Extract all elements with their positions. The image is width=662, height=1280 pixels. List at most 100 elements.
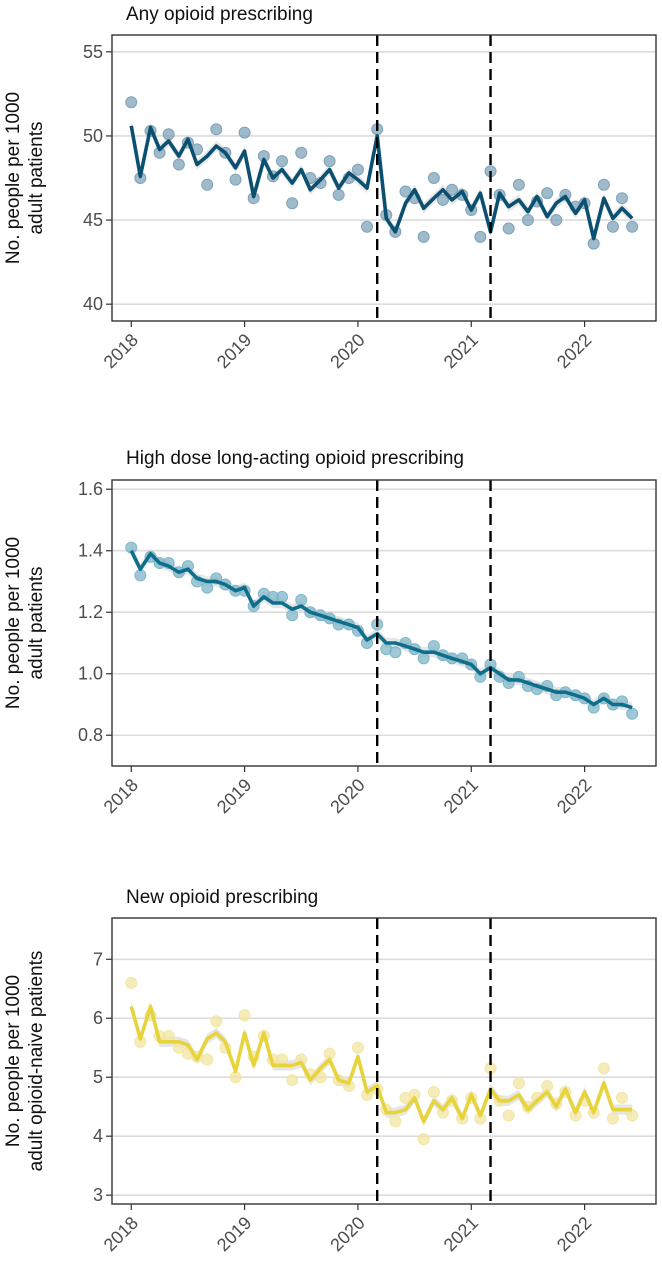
- data-point: [295, 146, 308, 159]
- data-point: [512, 178, 525, 191]
- data-point: [417, 230, 430, 243]
- x-tick-label: 2022: [553, 775, 595, 817]
- data-point: [162, 1029, 175, 1042]
- data-point: [427, 172, 440, 184]
- x-tick-label: 2018: [100, 330, 142, 372]
- y-tick-label: 55: [83, 42, 103, 62]
- y-axis-label-line: No. people per 1000: [3, 975, 24, 1147]
- x-tick-label: 2020: [326, 1213, 368, 1255]
- data-point: [521, 214, 534, 227]
- data-point: [172, 158, 185, 171]
- data-point: [389, 1115, 402, 1128]
- data-point: [541, 1080, 554, 1093]
- panel-title: High dose long-acting opioid prescribing: [126, 448, 464, 469]
- y-axis-label: No. people per 1000 adult opioid-naive pa…: [3, 951, 47, 1172]
- data-point: [626, 707, 639, 720]
- panel-border: [111, 479, 657, 767]
- y-tick-label: 1.0: [78, 664, 103, 684]
- data-point: [276, 590, 288, 603]
- y-tick-label: 0.8: [78, 725, 103, 745]
- y-tick-label: 45: [83, 210, 103, 230]
- y-tick-label: 1.2: [78, 602, 103, 622]
- y-axis-label: No. people per 1000 adult patients: [3, 537, 47, 709]
- data-point: [436, 193, 449, 206]
- fitted-line: [129, 125, 634, 241]
- x-tick-label: 2018: [100, 775, 142, 817]
- data-point: [597, 1062, 610, 1075]
- data-point: [427, 1085, 440, 1098]
- x-tick-label: 2019: [213, 775, 255, 817]
- x-tick-label: 2021: [440, 775, 482, 817]
- data-point: [417, 652, 430, 665]
- data-point: [238, 126, 251, 139]
- data-point: [286, 197, 299, 210]
- y-axis-label-line: adult opioid-naive patients: [26, 951, 47, 1172]
- data-point: [417, 1133, 430, 1146]
- y-tick-label: 7: [93, 949, 103, 969]
- data-point: [389, 646, 402, 659]
- panel-1: Any opioid prescribing 40 45 50 55 2018 2019 20…: [3, 4, 657, 372]
- y-axis-label-line: No. people per 1000: [3, 92, 24, 264]
- data-point: [606, 220, 619, 233]
- panel-3: New opioid prescribing 3 4 5 6 7 2018 2019 2020 2…: [3, 887, 657, 1255]
- data-point: [125, 976, 138, 989]
- data-point: [286, 1074, 299, 1087]
- data-point: [616, 192, 628, 205]
- data-point: [210, 123, 223, 136]
- data-point: [162, 128, 175, 141]
- y-tick-label: 1.4: [78, 541, 103, 561]
- data-point: [332, 188, 345, 201]
- data-point: [351, 163, 364, 176]
- y-tick-label: 6: [93, 1008, 103, 1028]
- data-point: [323, 155, 336, 168]
- data-point: [201, 581, 214, 594]
- data-point: [626, 1109, 639, 1122]
- fitted-line: [129, 549, 633, 710]
- data-point: [323, 1047, 336, 1060]
- data-point: [597, 178, 610, 191]
- y-axis-label-line: No. people per 1000: [3, 537, 24, 709]
- x-tick-label: 2020: [326, 775, 368, 817]
- y-tick-label: 50: [83, 126, 103, 146]
- data-point: [201, 178, 214, 191]
- y-axis-label: No. people per 1000 adult patients: [3, 92, 47, 264]
- data-point: [541, 187, 554, 200]
- data-point: [399, 185, 412, 198]
- data-point: [286, 609, 299, 622]
- y-tick-label: 40: [83, 294, 103, 314]
- fitted-line: [129, 1004, 633, 1124]
- y-axis-label-line: adult patients: [26, 566, 47, 679]
- panel-2: High dose long-acting opioid prescribing…: [3, 448, 657, 817]
- data-point: [616, 1091, 628, 1104]
- data-point: [125, 96, 138, 109]
- y-tick-label: 4: [93, 1126, 103, 1146]
- data-point: [606, 1112, 619, 1125]
- y-axis-label-line: adult patients: [26, 121, 47, 234]
- data-point: [201, 1053, 214, 1066]
- data-point: [295, 593, 308, 606]
- data-point: [210, 1015, 223, 1028]
- panel-title: Any opioid prescribing: [126, 4, 313, 25]
- data-point: [276, 155, 288, 168]
- confidence-ribbon: [131, 545, 633, 713]
- data-point: [361, 220, 373, 233]
- data-point: [502, 1109, 515, 1122]
- x-tick-label: 2018: [100, 1213, 142, 1255]
- x-tick-label: 2022: [553, 1213, 595, 1255]
- panel-title: New opioid prescribing: [126, 887, 318, 908]
- data-point: [229, 173, 242, 186]
- panel-border: [111, 34, 657, 322]
- data-point: [626, 220, 639, 233]
- x-tick-label: 2020: [326, 330, 368, 372]
- x-tick-label: 2019: [213, 330, 255, 372]
- data-point: [512, 1077, 525, 1090]
- data-point: [238, 1009, 251, 1022]
- data-point: [134, 569, 147, 582]
- panel-border: [111, 917, 657, 1205]
- data-point: [446, 183, 458, 196]
- x-tick-label: 2022: [553, 330, 595, 372]
- y-tick-label: 5: [93, 1067, 103, 1087]
- x-tick-label: 2019: [213, 1213, 255, 1255]
- data-point: [550, 214, 563, 227]
- data-point: [474, 230, 487, 243]
